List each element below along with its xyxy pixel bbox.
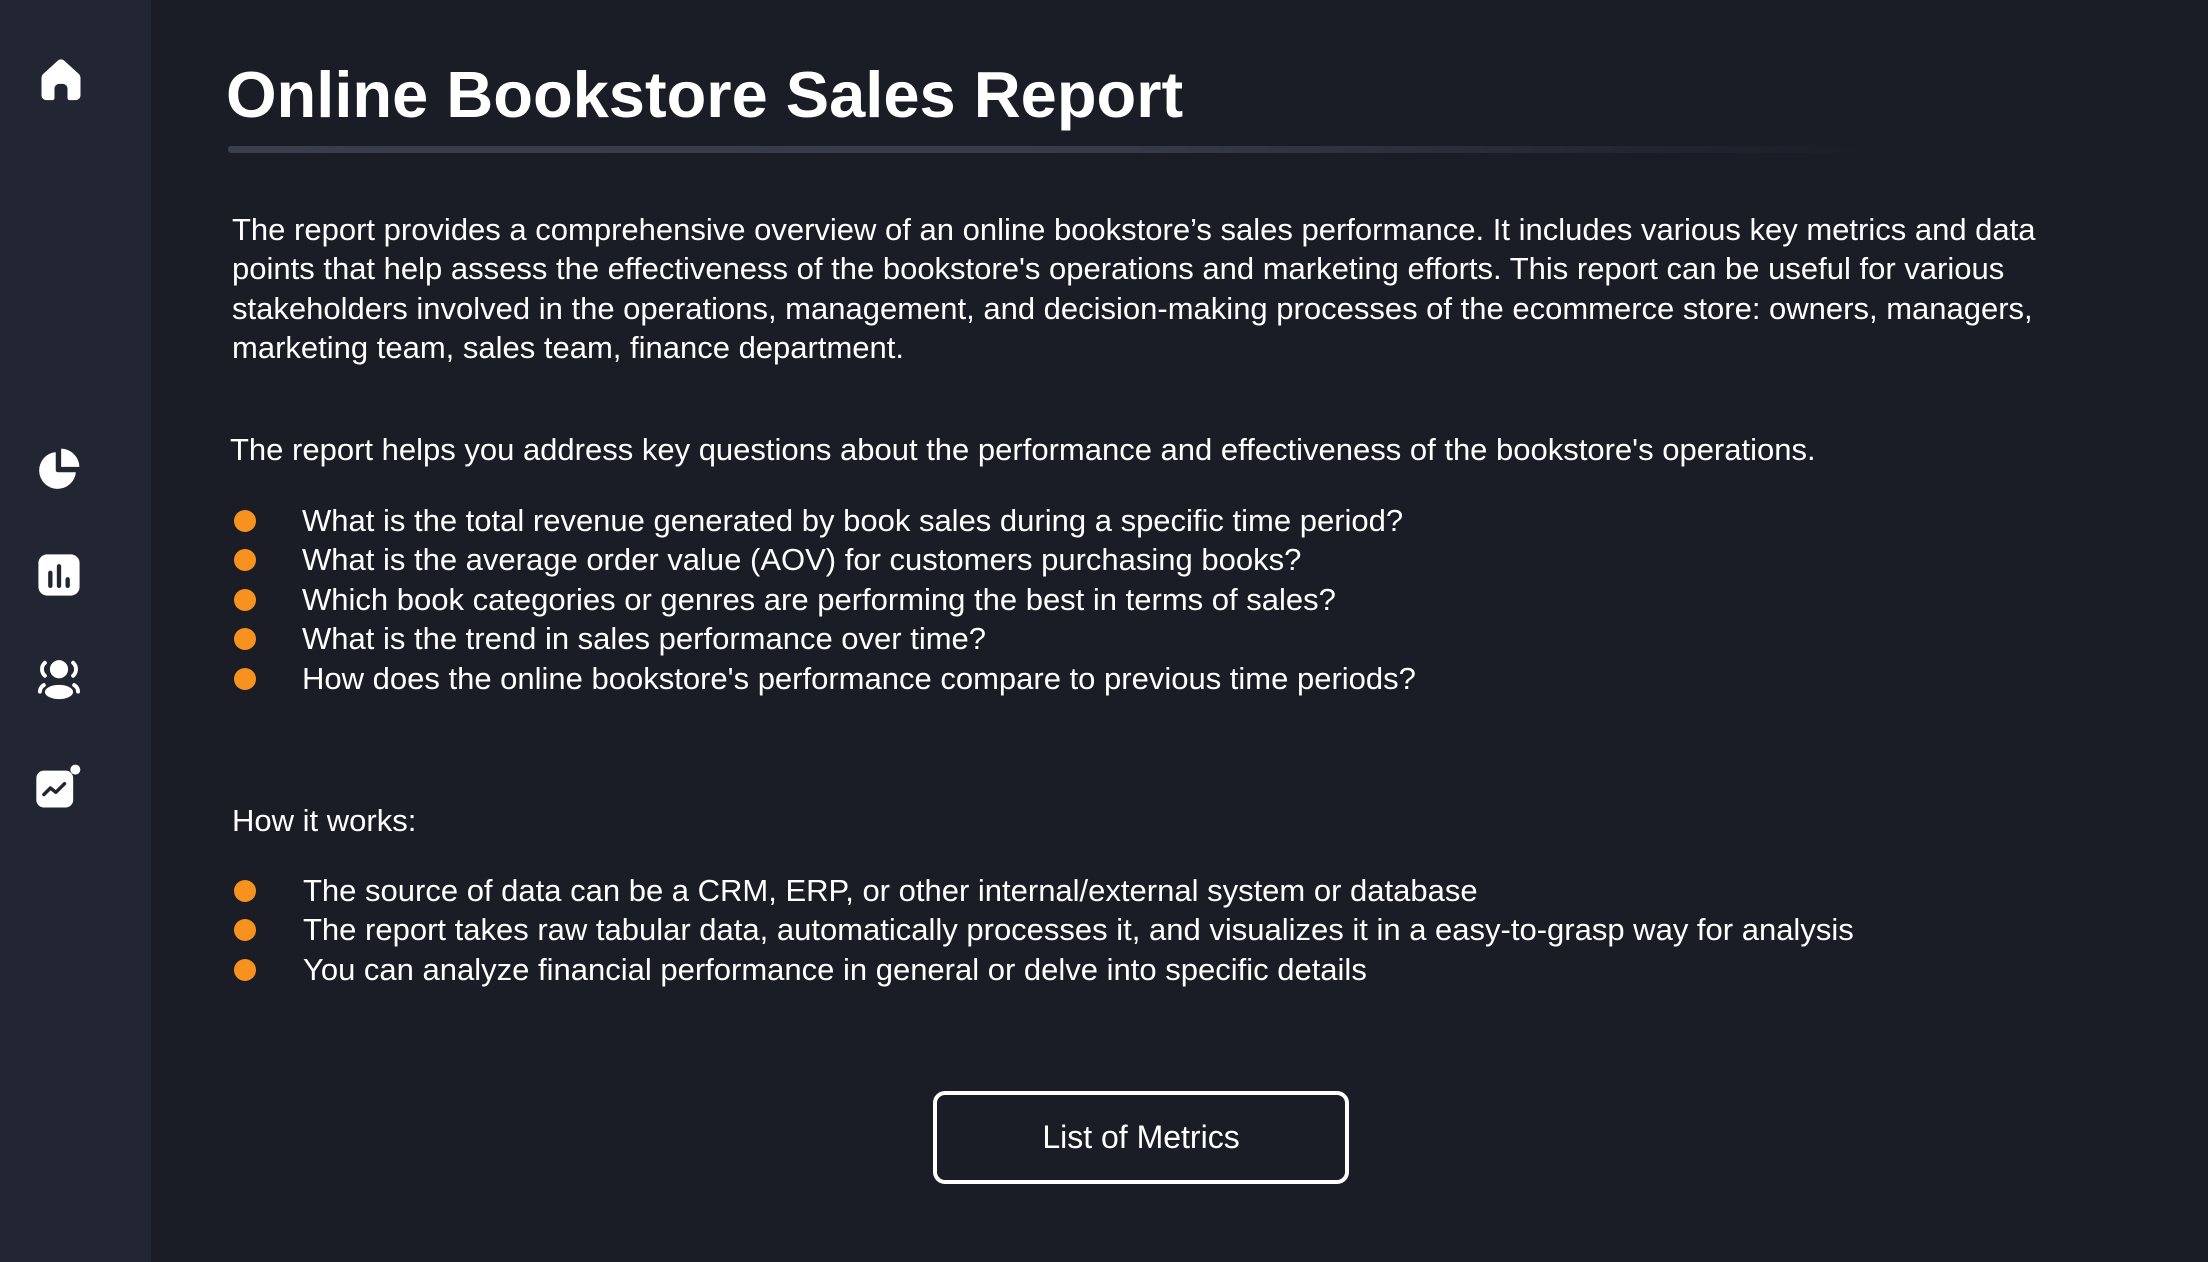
list-item-text: The report takes raw tabular data, autom… [303, 912, 1854, 948]
list-item: What is the trend in sales performance o… [234, 619, 1416, 658]
how-it-works-list: The source of data can be a CRM, ERP, or… [234, 871, 1854, 989]
list-item-text: The source of data can be a CRM, ERP, or… [303, 873, 1478, 908]
questions-list: What is the total revenue generated by b… [234, 501, 1416, 698]
bar-chart-icon[interactable] [33, 549, 85, 601]
bullet-icon [234, 628, 256, 651]
trend-chart-icon[interactable] [32, 762, 84, 814]
questions-intro: The report helps you address key questio… [230, 432, 1816, 467]
users-icon[interactable] [33, 653, 85, 705]
list-item-text: Which book categories or genres are perf… [302, 581, 1336, 617]
list-of-metrics-button[interactable]: List of Metrics [933, 1091, 1349, 1184]
sidebar [0, 0, 151, 1262]
bullet-icon [234, 919, 256, 942]
list-item: Which book categories or genres are perf… [234, 580, 1416, 619]
list-item-text: How does the online bookstore's performa… [302, 660, 1416, 696]
list-item: The source of data can be a CRM, ERP, or… [234, 871, 1854, 910]
pie-chart-icon[interactable] [33, 443, 85, 495]
list-item-text: You can analyze financial performance in… [303, 951, 1367, 987]
list-item-text: What is the trend in sales performance o… [302, 621, 987, 657]
list-item-text: What is the total revenue generated by b… [302, 503, 1404, 538]
list-item: The report takes raw tabular data, autom… [234, 910, 1854, 949]
bullet-icon [234, 958, 256, 981]
list-item-text: What is the average order value (AOV) fo… [302, 542, 1302, 578]
list-item: How does the online bookstore's performa… [234, 659, 1416, 698]
bullet-icon [234, 667, 256, 690]
list-item: What is the total revenue generated by b… [234, 501, 1416, 540]
list-item: You can analyze financial performance in… [234, 950, 1854, 989]
bullet-icon [234, 549, 256, 572]
home-icon[interactable] [35, 54, 87, 106]
how-it-works-heading: How it works: [232, 803, 417, 838]
title-divider [228, 146, 1868, 153]
intro-paragraph: The report provides a comprehensive over… [232, 212, 2036, 366]
list-item: What is the average order value (AOV) fo… [234, 540, 1416, 579]
bullet-icon [234, 510, 256, 532]
page-title: Online Bookstore Sales Report [226, 58, 1184, 131]
bullet-icon [234, 588, 256, 611]
bullet-icon [234, 880, 256, 902]
